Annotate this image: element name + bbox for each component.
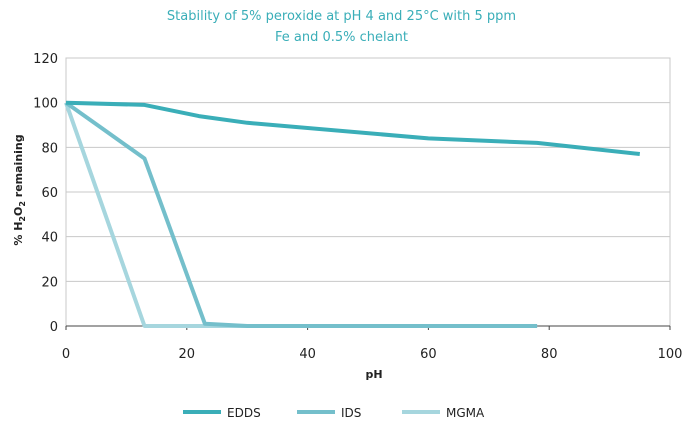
series-layer — [64, 100, 641, 328]
series-line-ids — [64, 101, 538, 328]
data-point-ids-2 — [204, 323, 205, 324]
y-axis-label: % H2O2 remaining — [12, 134, 27, 245]
x-tick-label-80: 80 — [541, 347, 558, 362]
legend-label-edds: EDDS — [227, 406, 261, 420]
x-tick-label-0: 0 — [62, 347, 70, 362]
x-tick-label-40: 40 — [299, 347, 316, 362]
x-tick-label-60: 60 — [420, 347, 437, 362]
legend-label-ids: IDS — [341, 406, 361, 420]
legend-label-mgma: MGMA — [446, 406, 485, 420]
y-tick-label-100: 100 — [33, 97, 58, 112]
y-axis-label-sub-2: 2 — [18, 201, 27, 207]
series-line-edds — [65, 100, 641, 156]
data-point-mgma-1 — [144, 326, 145, 327]
y-tick-label-120: 120 — [33, 52, 58, 67]
y-axis-label-sub-1: 2 — [18, 216, 27, 222]
x-tick-label-100: 100 — [658, 347, 683, 362]
legend: EDDS IDS MGMA — [183, 406, 485, 420]
series-line-mgma — [64, 102, 538, 328]
x-axis-label: pH — [365, 368, 382, 381]
y-tick-label-0: 0 — [50, 320, 58, 335]
y-tick-label-20: 20 — [41, 275, 58, 290]
data-point-edds-3 — [247, 122, 248, 123]
data-point-edds-1 — [144, 104, 145, 105]
data-point-edds-6 — [639, 154, 640, 155]
y-axis-label-prefix: % H — [12, 222, 25, 246]
data-point-ids-3 — [247, 326, 248, 327]
chart-title-line-2: Fe and 0.5% chelant — [275, 30, 408, 45]
data-point-ids-4 — [537, 326, 538, 327]
y-tick-label-40: 40 — [41, 231, 58, 246]
chart-title: Stability of 5% peroxide at pH 4 and 25°… — [0, 6, 683, 48]
data-point-edds-2 — [198, 116, 199, 117]
data-point-edds-4 — [428, 138, 429, 139]
y-axis-label-mid: O — [12, 207, 25, 216]
data-point-edds-0 — [66, 102, 67, 103]
y-tick-label-60: 60 — [41, 186, 58, 201]
chart-title-line-1: Stability of 5% peroxide at pH 4 and 25°… — [166, 9, 517, 24]
y-axis-label-suffix: remaining — [12, 134, 25, 201]
data-point-edds-5 — [537, 142, 538, 143]
x-tick-label-20: 20 — [179, 347, 196, 362]
tick-layer: 0 20 40 60 80 100 120 0 20 40 60 80 100 — [33, 52, 682, 362]
data-point-ids-1 — [144, 158, 145, 159]
y-tick-label-80: 80 — [41, 141, 58, 156]
